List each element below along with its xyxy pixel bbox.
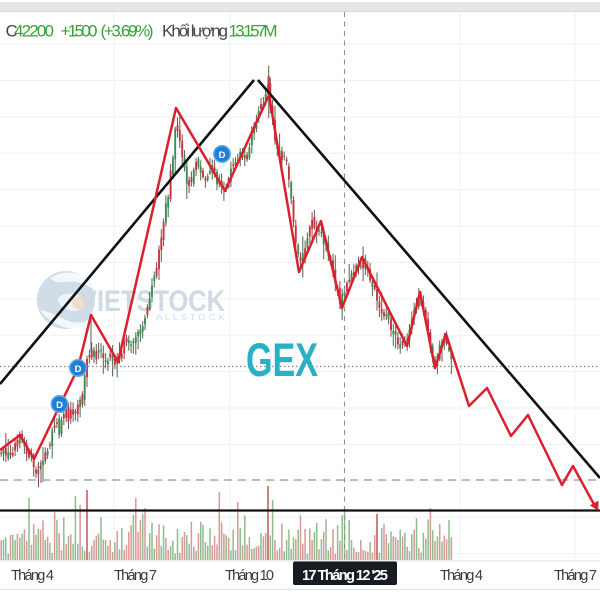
- svg-text:42200: 42200: [14, 22, 54, 41]
- svg-text:Tháng 4: Tháng 4: [11, 568, 54, 584]
- svg-text:13.157M: 13.157M: [229, 22, 278, 41]
- svg-text:D: D: [219, 150, 226, 161]
- svg-text:Tháng 7: Tháng 7: [114, 568, 157, 584]
- svg-text:17 Tháng 12 '25: 17 Tháng 12 '25: [302, 568, 388, 584]
- svg-text:D: D: [56, 400, 63, 411]
- svg-text:(+3.69%): (+3.69%): [101, 22, 154, 41]
- svg-text:D: D: [75, 364, 82, 375]
- svg-text:+1500: +1500: [61, 22, 98, 41]
- svg-text:GEX: GEX: [246, 333, 318, 386]
- svg-text:Tháng 4: Tháng 4: [440, 568, 483, 584]
- svg-text:Tháng 7: Tháng 7: [554, 568, 597, 584]
- svg-text:A L L S T O C K: A L L S T O C K: [156, 313, 226, 322]
- svg-text:Tháng 10: Tháng 10: [225, 568, 274, 584]
- svg-text:Khối lượng: Khối lượng: [162, 22, 228, 41]
- svg-text:C: C: [6, 22, 18, 41]
